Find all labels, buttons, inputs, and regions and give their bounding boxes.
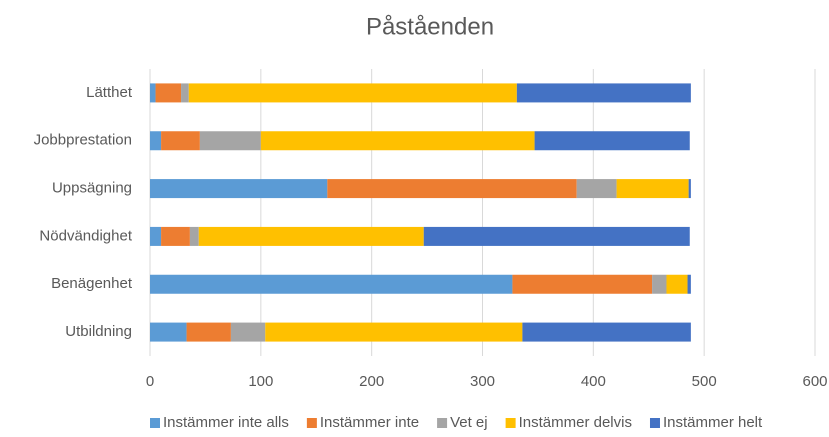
x-tick-label: 300	[470, 373, 495, 390]
legend-swatch	[437, 418, 448, 428]
x-tick-label: 100	[248, 373, 273, 390]
bar-segment	[652, 274, 667, 294]
bar-segment	[198, 226, 424, 246]
bar-segment	[188, 83, 517, 103]
x-tick-label: 600	[802, 373, 827, 390]
legend-swatch	[649, 418, 660, 428]
legend-label: Instämmer helt	[663, 414, 763, 431]
x-tick-label: 400	[581, 373, 606, 390]
bar-segment	[423, 226, 690, 246]
legend-swatch	[505, 418, 516, 428]
bar-segment	[512, 274, 653, 294]
bar-segment	[666, 274, 688, 294]
legend-swatch	[150, 418, 160, 428]
y-tick-label: Uppsägning	[52, 180, 132, 197]
bar-segment	[150, 322, 187, 342]
x-tick-label: 200	[359, 373, 384, 390]
x-tick-label: 0	[146, 373, 154, 390]
y-tick-label: Utbildning	[65, 323, 132, 340]
bar-segment	[150, 83, 156, 103]
bar-segment	[150, 226, 162, 246]
y-tick-label: Nödvändighet	[39, 227, 132, 244]
bar-segment	[150, 131, 162, 151]
bar-segment	[327, 179, 577, 199]
bar-segment	[181, 83, 189, 103]
bar-segment	[150, 179, 328, 199]
bar-segment	[189, 226, 199, 246]
bar-segment	[161, 226, 190, 246]
bar-segment	[199, 131, 261, 151]
legend-label: Instämmer inte	[320, 414, 419, 431]
bar-segment	[161, 131, 200, 151]
bar-segment	[230, 322, 266, 342]
x-tick-label: 500	[692, 373, 717, 390]
legend-label: Instämmer inte alls	[163, 414, 289, 431]
bar-segment	[616, 179, 689, 199]
bar-segment	[687, 274, 691, 294]
bar-segment	[186, 322, 231, 342]
bar-segment	[150, 274, 513, 294]
bar-segment	[688, 179, 691, 199]
legend-label: Instämmer delvis	[519, 414, 632, 431]
bar-segment	[155, 83, 182, 103]
bar-segment	[522, 322, 691, 342]
legend-swatch	[306, 418, 317, 428]
bar-segment	[260, 131, 535, 151]
y-tick-label: Jobbprestation	[34, 132, 132, 149]
bar-segment	[534, 131, 690, 151]
bar-segment	[265, 322, 523, 342]
chart-title: Påståenden	[366, 13, 494, 40]
legend-label: Vet ej	[450, 414, 488, 431]
y-tick-label: Lätthet	[86, 84, 133, 101]
y-tick-label: Benägenhet	[51, 275, 133, 292]
bar-segment	[516, 83, 691, 103]
bar-segment	[576, 179, 617, 199]
